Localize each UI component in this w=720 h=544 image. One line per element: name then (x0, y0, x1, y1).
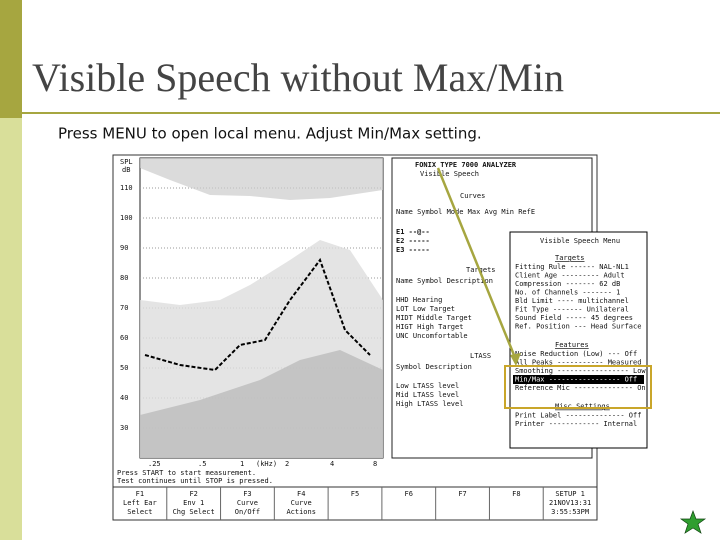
mode-name: Visible Speech (420, 170, 479, 178)
column-header: Symbol Description (396, 363, 472, 371)
menu-title: Visible Speech Menu (540, 237, 620, 245)
key-label: Chg Select (173, 508, 215, 516)
key-label: 21NOV13:31 (549, 499, 591, 507)
target-row: UNC Uncomfortable (396, 332, 468, 340)
curve-row: E2 ----- (396, 237, 430, 245)
local-menu[interactable] (509, 231, 648, 449)
menu-item[interactable]: Noise Reduction (Low) --- Off (515, 350, 637, 358)
menu-section: Features (555, 341, 589, 349)
menu-item[interactable]: Bld Limit ---- multichannel (515, 297, 629, 305)
key-name[interactable]: F5 (351, 490, 359, 498)
key-label: Curve (291, 499, 312, 507)
hearing-area (140, 350, 383, 458)
e1-curve (144, 257, 371, 372)
key-label: Left Ear (123, 499, 157, 507)
menu-item[interactable]: Sound Field ----- 45 degrees (515, 314, 633, 322)
x-label: 1 (240, 460, 244, 468)
column-header: Name Symbol Mode Max Avg Min RefE (396, 208, 535, 216)
y-label: 100 (120, 214, 133, 222)
y-label: 30 (120, 424, 128, 432)
menu-item[interactable]: Smoothing ----------------- Low (515, 367, 646, 375)
key-label: On/Off (235, 508, 260, 516)
highlight-box (504, 365, 652, 409)
status-line: Press START to start measurement. (117, 469, 256, 477)
menu-item[interactable]: Ref. Position --- Head Surface (515, 323, 641, 331)
menu-item[interactable]: Compression ------- 62 dB (515, 280, 620, 288)
key-name[interactable]: F4 (297, 490, 305, 498)
section-title: LTASS (470, 352, 491, 360)
ltass-row: Low LTASS level (396, 382, 459, 390)
x-label: (kHz) (256, 460, 277, 468)
arrow-head (510, 353, 521, 366)
x-label: .25 (148, 460, 161, 468)
ltass-row: High LTASS level (396, 400, 463, 408)
y-label: 40 (120, 394, 128, 402)
key-name[interactable]: F8 (512, 490, 520, 498)
key-label: Curve (237, 499, 258, 507)
target-row: MIDT Middle Target (396, 314, 472, 322)
key-name[interactable]: F1 (136, 490, 144, 498)
y-label: 70 (120, 304, 128, 312)
column-header: Name Symbol Description (396, 277, 493, 285)
key-label: Actions (286, 508, 316, 516)
star-icon (679, 510, 707, 534)
ucl-area (140, 158, 383, 200)
accent-bar-lower (0, 118, 22, 540)
screenshot: SPL dB 110 100 90 80 70 60 50 40 30 .25 .5 1 (kHz) 2… (112, 154, 652, 521)
key-label: Env 1 (183, 499, 204, 507)
menu-item[interactable]: No. of Channels ------- 1 (515, 289, 620, 297)
key-name[interactable]: F6 (405, 490, 413, 498)
y-label: 110 (120, 184, 133, 192)
menu-item[interactable]: Fitting Rule ------ NAL-NL1 (515, 263, 629, 271)
menu-item[interactable]: Client Age --------- Adult (515, 272, 625, 280)
status-line: Test continues until STOP is pressed. (117, 477, 273, 485)
callout-arrow (436, 167, 518, 361)
curve-row: E3 ----- (396, 246, 430, 254)
y-label: 60 (120, 334, 128, 342)
key-label: 3:55:53PM (551, 508, 589, 516)
slide-title: Visible Speech without Max/Min (32, 55, 564, 100)
x-label: 4 (330, 460, 334, 468)
x-label: 8 (373, 460, 377, 468)
menu-item[interactable]: Printer ------------ Internal (515, 420, 637, 428)
section-title: Curves (460, 192, 485, 200)
analyzer-name: FONIX TYPE 7000 ANALYZER (415, 161, 517, 169)
menu-section: Misc Settings (555, 403, 610, 411)
target-row: HIGT High Target (396, 323, 463, 331)
key-name[interactable]: F3 (243, 490, 251, 498)
key-label: Select (127, 508, 152, 516)
y-label: 90 (120, 244, 128, 252)
axis-unit: dB (122, 166, 130, 174)
key-name[interactable]: SETUP 1 (555, 490, 585, 498)
menu-item[interactable]: Min/Max ----------------- Off (515, 376, 637, 384)
ltass-row: Mid LTASS level (396, 391, 459, 399)
accent-bar (0, 0, 22, 118)
key-name[interactable]: F2 (189, 490, 197, 498)
x-label: 2 (285, 460, 289, 468)
slide-subtitle: Press MENU to open local menu. Adjust Mi… (58, 125, 482, 143)
menu-item[interactable]: Fit Type ------- Unilateral (515, 306, 629, 314)
x-label: .5 (198, 460, 206, 468)
menu-section: Targets (555, 254, 585, 262)
menu-item[interactable]: Print Label -------------- Off (515, 412, 641, 420)
target-row: LOT Low Target (396, 305, 455, 313)
target-row: HHD Hearing (396, 296, 442, 304)
menu-item[interactable]: Reference Mic -------------- On (515, 384, 646, 392)
menu-selection (513, 375, 644, 384)
curve-row: E1 --@-- (396, 228, 430, 236)
menu-item[interactable]: All Peaks ----------- Measured (515, 359, 641, 367)
axis-unit: SPL (120, 158, 133, 166)
y-label: 50 (120, 364, 128, 372)
y-label: 80 (120, 274, 128, 282)
key-name[interactable]: F7 (458, 490, 466, 498)
